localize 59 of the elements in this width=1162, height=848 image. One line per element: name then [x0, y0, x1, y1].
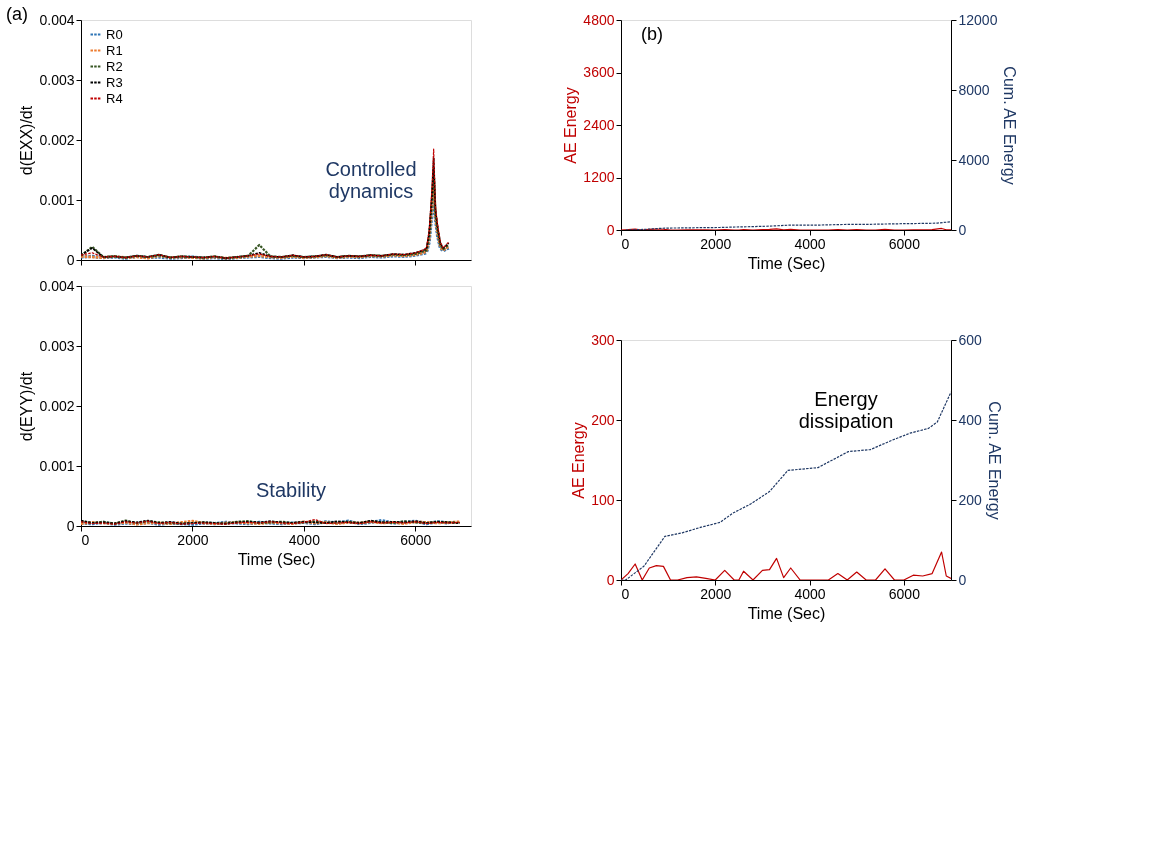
x-tick-label: 6000: [888, 585, 921, 602]
y2-tick-label: 12000: [958, 11, 998, 28]
y2-axis-title: Cum. AE Energy: [1001, 66, 1019, 185]
x-axis-title: Time (Sec): [237, 550, 316, 568]
x-tick-label: 4000: [288, 531, 321, 548]
y2-tick-label: 600: [958, 331, 983, 348]
y2-tick-label: 200: [958, 491, 983, 508]
x-tick-label: 0: [81, 531, 90, 548]
y-tick-label: 200: [591, 411, 615, 428]
y-tick-label: 0: [606, 571, 615, 588]
x-tick-label: 6000: [888, 235, 921, 252]
y2-tick-label: 4000: [958, 151, 990, 168]
y-tick-label: 0: [66, 251, 75, 268]
y2-tick-label: 400: [958, 411, 983, 428]
y-tick-label: 0.003: [39, 71, 75, 88]
legend-label: R4: [106, 90, 123, 106]
y-tick-label: 0.003: [39, 337, 75, 354]
y-tick-label: 0: [66, 517, 75, 534]
y-axis-title: d(EXX)/dt: [18, 105, 36, 176]
y-tick-label: 0.001: [39, 191, 75, 208]
y-tick-label: 4800: [583, 11, 615, 28]
y-axis-title: AE Energy: [570, 422, 588, 499]
y-tick-label: 2400: [583, 116, 615, 133]
x-tick-label: 0: [621, 585, 630, 602]
y-tick-label: 0.004: [39, 277, 75, 294]
legend-label: R3: [106, 74, 123, 90]
x-tick-label: 6000: [400, 531, 432, 548]
y-tick-label: 0.002: [39, 397, 75, 414]
y2-tick-label: 8000: [958, 81, 990, 98]
legend-label: R0: [106, 26, 123, 42]
line-series: [625, 221, 951, 230]
x-tick-label: 2000: [177, 531, 209, 548]
x-tick-label: 2000: [700, 585, 732, 602]
x-tick-label: 0: [621, 235, 630, 252]
x-tick-label: 4000: [794, 235, 826, 252]
x-tick-label: 2000: [700, 235, 732, 252]
y2-axis-title: Cum. AE Energy: [985, 401, 1003, 520]
x-axis-title: Time (Sec): [747, 254, 826, 272]
x-axis-title: Time (Sec): [747, 604, 826, 622]
y-tick-label: 0.004: [39, 11, 75, 28]
annotation: Controlled dynamics: [325, 158, 417, 202]
y-tick-label: 0: [606, 221, 615, 238]
y-tick-label: 300: [591, 331, 615, 348]
y-axis-title: AE Energy: [562, 87, 580, 164]
y-tick-label: 100: [591, 491, 615, 508]
y2-tick-label: 0: [958, 221, 967, 238]
legend-label: R2: [106, 58, 123, 74]
legend-label: R1: [106, 42, 123, 58]
text: (a): [6, 4, 28, 24]
annotation: (b): [641, 24, 663, 44]
y-tick-label: 3600: [583, 64, 615, 80]
y-axis-title: d(EYY)/dt: [18, 371, 36, 442]
x-tick-label: 4000: [794, 585, 826, 602]
y-tick-label: 0.002: [39, 131, 75, 148]
y-tick-label: 0.001: [39, 457, 75, 474]
annotation: Energy dissipation: [798, 388, 894, 432]
y-tick-label: 1200: [583, 169, 615, 185]
y2-tick-label: 0: [958, 571, 967, 588]
annotation: Stability: [255, 479, 327, 501]
